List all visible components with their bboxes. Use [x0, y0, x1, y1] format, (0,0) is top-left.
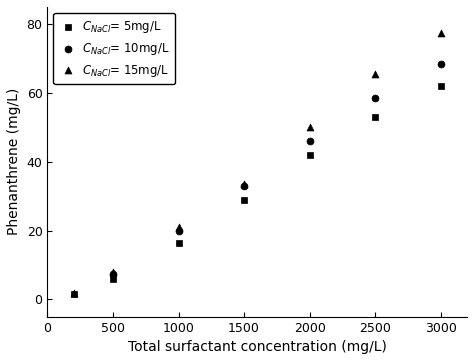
$C_{NaCl}$= 15mg/L	[109, 269, 117, 275]
$C_{NaCl}$= 10mg/L	[306, 138, 313, 144]
$C_{NaCl}$= 15mg/L	[175, 224, 182, 230]
$C_{NaCl}$= 5mg/L	[372, 114, 379, 120]
$C_{NaCl}$= 10mg/L	[437, 61, 445, 67]
$C_{NaCl}$= 15mg/L	[372, 71, 379, 77]
$C_{NaCl}$= 5mg/L	[109, 276, 117, 282]
X-axis label: Total surfactant concentration (mg/L): Total surfactant concentration (mg/L)	[128, 340, 387, 354]
$C_{NaCl}$= 15mg/L	[306, 125, 313, 130]
Y-axis label: Phenanthrene (mg/L): Phenanthrene (mg/L)	[7, 88, 21, 235]
$C_{NaCl}$= 5mg/L	[240, 197, 248, 203]
$C_{NaCl}$= 10mg/L	[109, 271, 117, 277]
$C_{NaCl}$= 15mg/L	[240, 181, 248, 187]
$C_{NaCl}$= 15mg/L	[437, 30, 445, 36]
Legend: $C_{NaCl}$= 5mg/L, $C_{NaCl}$= 10mg/L, $C_{NaCl}$= 15mg/L: $C_{NaCl}$= 5mg/L, $C_{NaCl}$= 10mg/L, $…	[53, 13, 175, 84]
$C_{NaCl}$= 10mg/L	[240, 183, 248, 189]
$C_{NaCl}$= 10mg/L	[175, 228, 182, 234]
$C_{NaCl}$= 5mg/L	[70, 291, 77, 297]
$C_{NaCl}$= 15mg/L	[70, 290, 77, 295]
$C_{NaCl}$= 10mg/L	[372, 95, 379, 101]
$C_{NaCl}$= 5mg/L	[306, 152, 313, 158]
$C_{NaCl}$= 5mg/L	[437, 83, 445, 89]
$C_{NaCl}$= 5mg/L	[175, 240, 182, 245]
